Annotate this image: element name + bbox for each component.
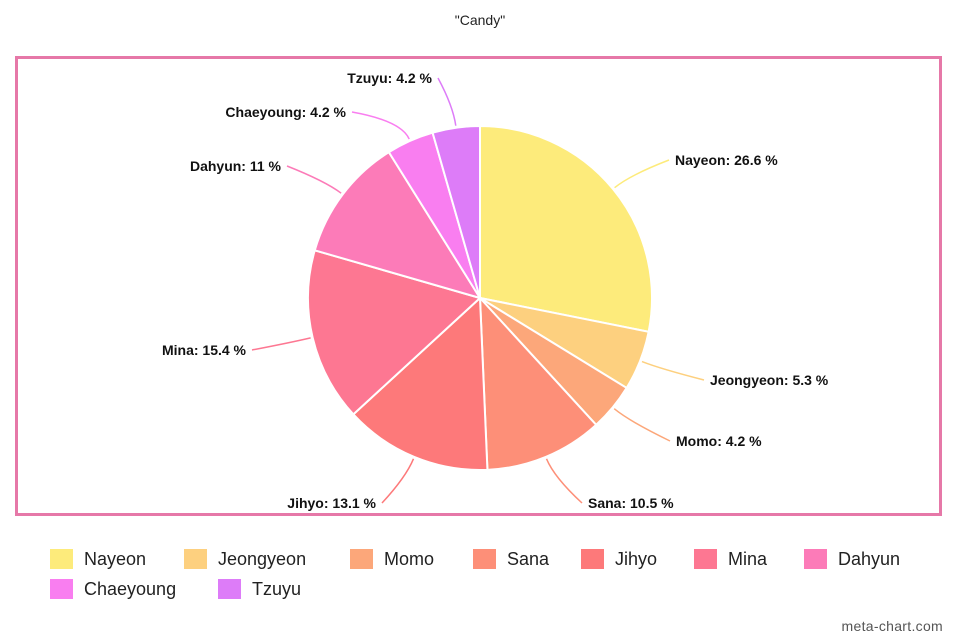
slice-label-momo: Momo: 4.2 % [676, 433, 762, 449]
legend-item-jeongyeon[interactable]: Jeongyeon [184, 547, 306, 571]
legend-label: Jihyo [615, 548, 658, 569]
legend-item-mina[interactable]: Mina [694, 547, 767, 571]
legend-swatch [50, 549, 73, 569]
legend-item-sana[interactable]: Sana [473, 547, 549, 571]
legend-label: Mina [728, 548, 768, 569]
legend-label: Tzuyu [252, 578, 302, 599]
legend-swatch [473, 549, 496, 569]
legend-swatch [218, 579, 241, 599]
credit-text: meta-chart.com [841, 618, 943, 634]
connector-line-mina [251, 337, 311, 351]
legend-label: Sana [507, 548, 550, 569]
plot-frame [15, 56, 942, 516]
slice-label-sana: Sana: 10.5 % [588, 495, 674, 511]
legend-label: Momo [384, 548, 435, 569]
connector-line-jihyo [381, 458, 415, 504]
connector-line-momo [613, 408, 671, 442]
slice-label-jeongyeon: Jeongyeon: 5.3 % [710, 372, 829, 388]
pie-slice-jihyo[interactable] [351, 295, 489, 471]
legend-item-momo[interactable]: Momo [350, 547, 434, 571]
legend-label: Nayeon [84, 548, 147, 569]
legend-item-jihyo[interactable]: Jihyo [581, 547, 657, 571]
connector-line-dahyun [286, 165, 342, 194]
legend-label: Dahyun [838, 548, 901, 569]
pie-slice-sana[interactable] [478, 295, 598, 471]
slice-label-jihyo: Jihyo: 13.1 % [287, 495, 376, 511]
connector-line-chaeyoung [351, 111, 410, 140]
legend-swatch [581, 549, 604, 569]
connector-line-jeongyeon [641, 360, 705, 381]
connector-line-tzuyu [437, 77, 457, 126]
legend-label: Jeongyeon [218, 548, 307, 569]
legend-swatch [184, 549, 207, 569]
pie-chart: Nayeon: 26.6 % Jeongyeon: 5.3 % Momo: 4.2 … [162, 70, 829, 511]
legend-item-dahyun[interactable]: Dahyun [804, 547, 900, 571]
legend-item-chaeyoung[interactable]: Chaeyoung [50, 577, 176, 601]
legend-label: Chaeyoung [84, 578, 177, 599]
legend-swatch [350, 549, 373, 569]
legend-swatch [50, 579, 73, 599]
connector-line-nayeon [614, 159, 670, 189]
slice-label-mina: Mina: 15.4 % [162, 342, 247, 358]
pie-slice-tzuyu[interactable] [431, 124, 481, 299]
legend-item-tzuyu[interactable]: Tzuyu [218, 577, 301, 601]
slice-label-nayeon: Nayeon: 26.6 % [675, 152, 778, 168]
pie-slice-mina[interactable] [307, 249, 482, 416]
chart-title: "Candy" [454, 12, 506, 28]
pie-slice-nayeon[interactable] [479, 124, 653, 333]
pie-slice-dahyun[interactable] [313, 150, 483, 300]
legend-item-nayeon[interactable]: Nayeon [50, 547, 146, 571]
slice-label-dahyun: Dahyun: 11 % [190, 158, 282, 174]
slice-label-tzuyu: Tzuyu: 4.2 % [347, 70, 432, 86]
legend-swatch [804, 549, 827, 569]
connector-line-sana [545, 458, 583, 504]
legend-swatch [694, 549, 717, 569]
slice-label-chaeyoung: Chaeyoung: 4.2 % [225, 104, 346, 120]
